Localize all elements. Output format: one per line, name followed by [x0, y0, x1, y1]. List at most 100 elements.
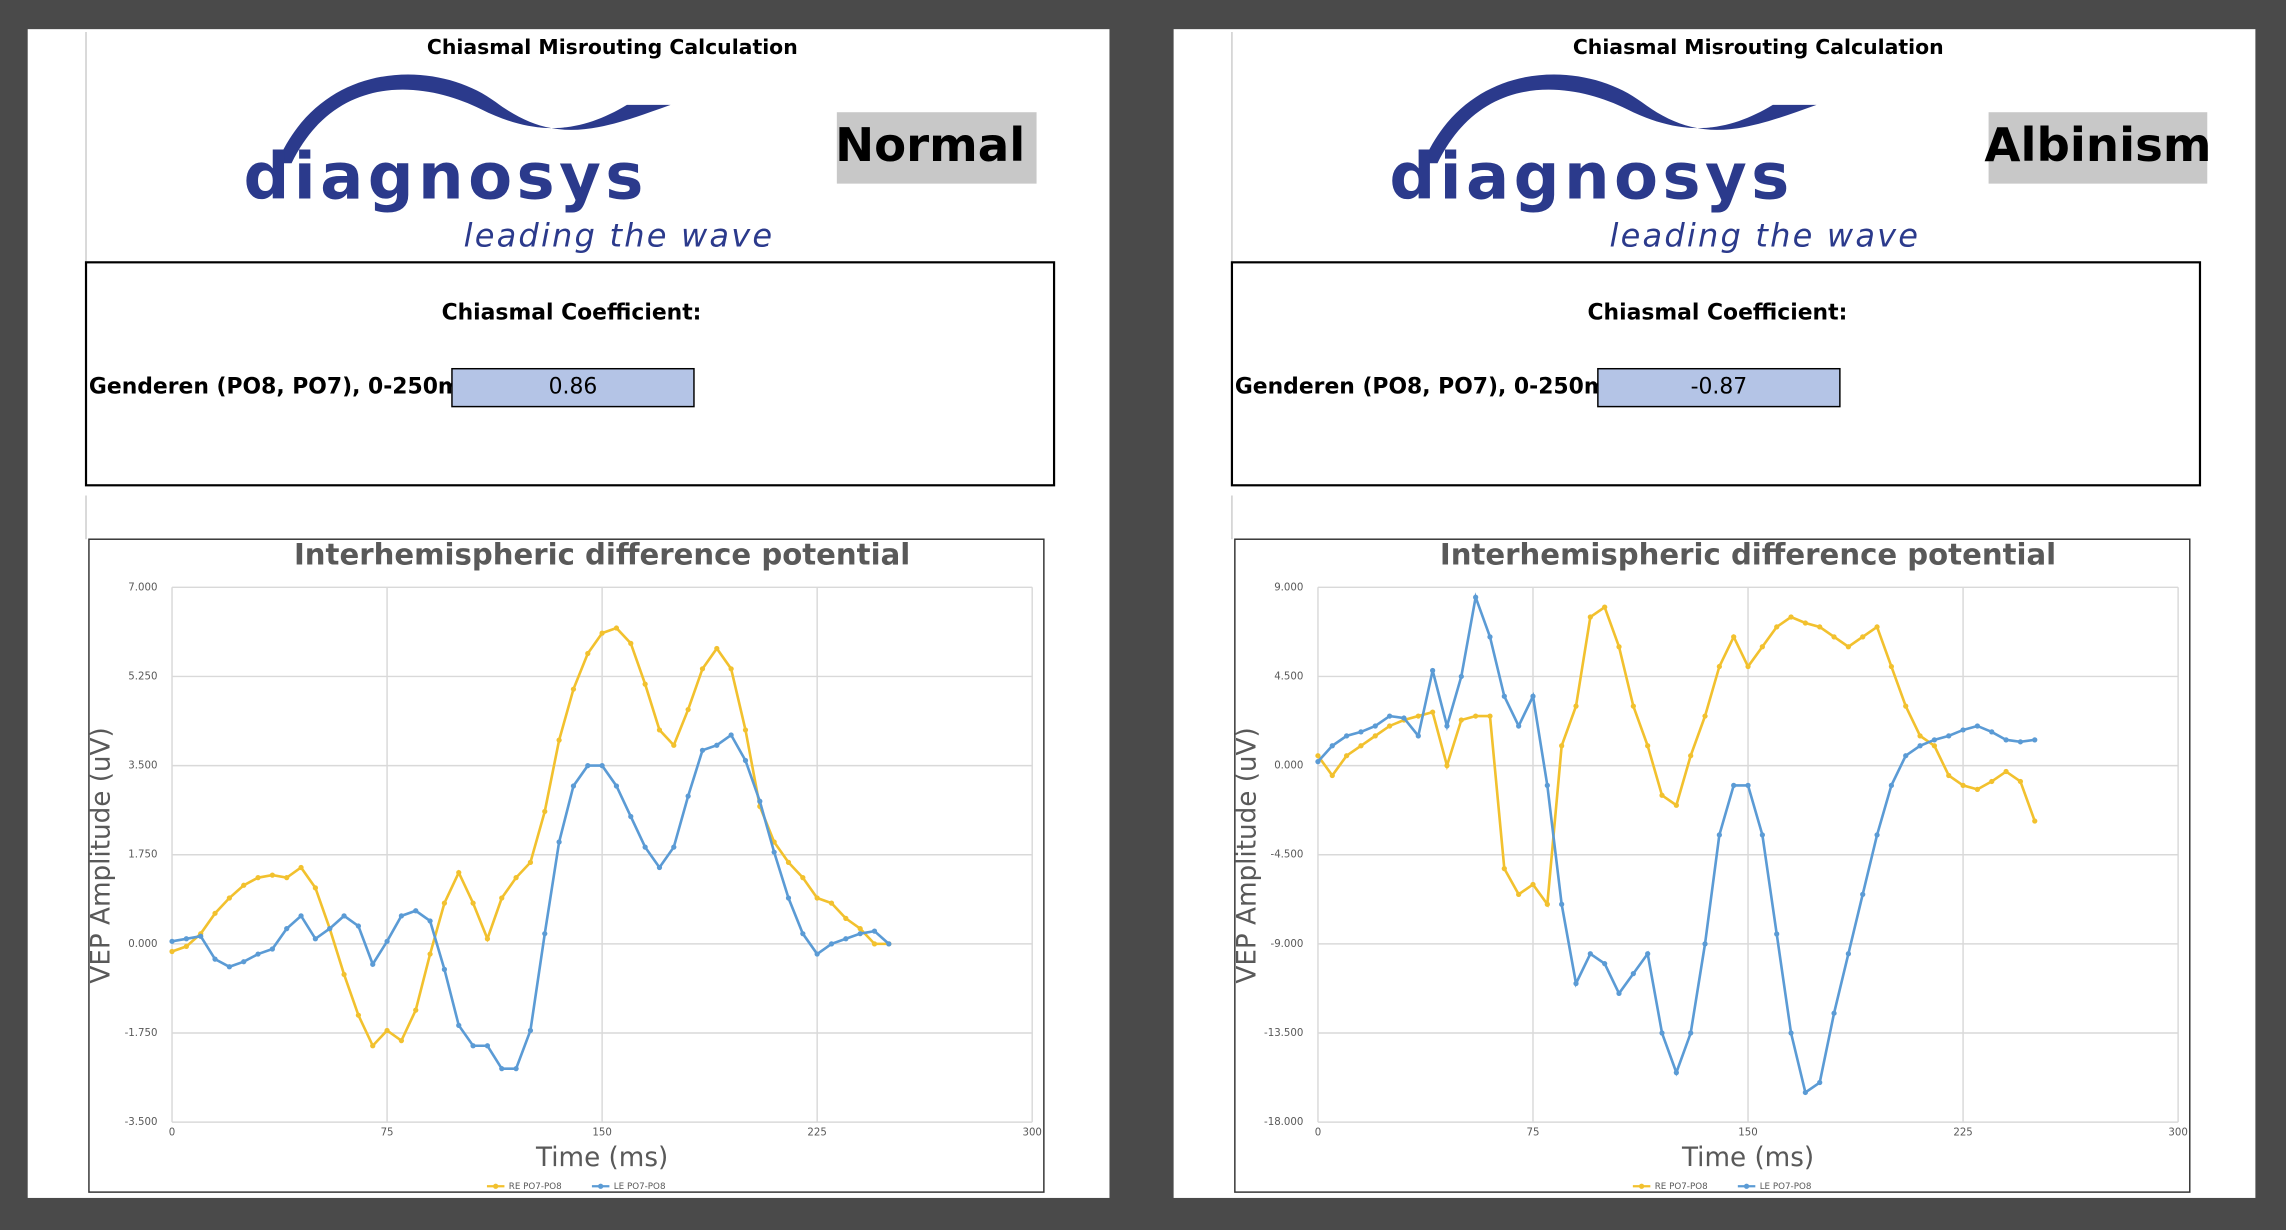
data-point	[384, 1027, 390, 1034]
data-point	[871, 928, 878, 934]
data-point	[198, 933, 204, 939]
condition-label: Albinism	[1984, 118, 2211, 172]
data-point	[1587, 951, 1593, 957]
data-point	[1387, 723, 1393, 729]
y-tick-label: -1.750	[125, 1028, 158, 1039]
data-point	[642, 844, 648, 850]
data-point	[169, 938, 175, 944]
logo-tagline: leading the wave	[464, 217, 775, 255]
data-point	[298, 864, 304, 871]
coefficient-box	[1230, 261, 2202, 487]
data-point	[441, 966, 448, 972]
data-point	[742, 757, 749, 764]
data-point	[341, 971, 347, 978]
data-point	[2003, 737, 2009, 743]
label-box	[1988, 112, 2208, 184]
x-tick-label: 0	[169, 1127, 175, 1138]
data-point	[470, 900, 476, 906]
data-point	[484, 936, 491, 942]
data-point	[327, 925, 333, 932]
data-point	[1516, 723, 1522, 729]
data-point	[742, 727, 749, 733]
data-point	[1573, 703, 1579, 709]
y-tick-label: -18.000	[1264, 1117, 1303, 1128]
data-point	[1458, 717, 1464, 723]
y-tick-label: -4.500	[1271, 850, 1304, 861]
y-tick-label: -9.000	[1271, 939, 1304, 950]
data-point	[1759, 644, 1765, 650]
data-point	[241, 882, 247, 888]
data-point	[484, 1043, 491, 1049]
data-point	[714, 645, 720, 652]
data-point	[570, 686, 577, 692]
data-point	[1874, 832, 1880, 838]
coefficient-field	[1597, 367, 1841, 408]
data-point	[1616, 990, 1622, 997]
data-point	[814, 895, 820, 901]
data-point	[771, 849, 777, 855]
data-point	[513, 875, 519, 881]
chart-title: Interhemispheric difference potential	[294, 538, 910, 572]
data-point	[398, 1038, 405, 1044]
data-point	[757, 798, 763, 804]
data-point	[355, 1012, 362, 1018]
y-tick-label: 0.000	[128, 939, 157, 950]
logo-swoosh	[277, 74, 671, 164]
coefficient-field	[451, 367, 695, 408]
sheet-title: Chiasmal Misrouting Calculation	[427, 35, 798, 59]
data-point	[1473, 594, 1479, 600]
data-point	[1544, 782, 1550, 789]
legend-label: LE PO7-PO8	[1760, 1182, 1812, 1192]
data-point	[2032, 737, 2038, 743]
data-point	[1602, 961, 1608, 967]
data-point	[1974, 723, 1981, 729]
data-point	[370, 961, 376, 967]
data-point	[1444, 762, 1450, 769]
data-point	[1946, 772, 1952, 779]
data-point	[1559, 743, 1565, 749]
data-point	[1688, 753, 1694, 759]
panel: Chiasmal Misrouting Calculation diagnosys…	[1173, 29, 2256, 1198]
y-tick-label: 3.500	[128, 761, 157, 772]
data-point	[527, 859, 534, 865]
data-point	[585, 650, 591, 657]
data-point	[1415, 713, 1421, 719]
data-point	[1788, 614, 1794, 620]
data-point	[226, 895, 233, 901]
data-point	[1401, 715, 1407, 721]
logo-text: diagnosys	[243, 139, 647, 214]
legend-label: RE PO7-PO8	[1655, 1182, 1708, 1192]
data-point	[1946, 733, 1952, 739]
data-point	[298, 913, 304, 919]
sheet-title: Chiasmal Misrouting Calculation	[1573, 35, 1944, 59]
coefficient-heading: Chiasmal Coefficient:	[1587, 300, 1847, 325]
data-point	[1731, 634, 1737, 640]
data-point	[556, 737, 562, 743]
data-point	[1501, 693, 1507, 699]
data-point	[1645, 951, 1651, 957]
data-point	[1329, 772, 1335, 779]
x-tick-label: 0	[1315, 1127, 1321, 1138]
coefficient-heading: Chiasmal Coefficient:	[442, 300, 702, 325]
data-point	[1630, 703, 1636, 709]
data-point	[1774, 931, 1780, 937]
data-point	[1817, 1079, 1823, 1086]
data-point	[857, 931, 863, 937]
legend-marker	[493, 1183, 499, 1189]
data-point	[599, 762, 605, 769]
data-point	[1974, 786, 1981, 792]
data-point	[1372, 733, 1378, 739]
data-point	[1716, 663, 1722, 670]
data-point	[1372, 723, 1378, 729]
x-tick-label: 300	[2168, 1127, 2187, 1138]
y-tick-label: 5.250	[128, 671, 157, 682]
data-point	[1917, 743, 1923, 749]
data-point	[1387, 713, 1393, 719]
data-point	[1487, 713, 1493, 719]
logo-text: diagnosys	[1389, 139, 1793, 214]
data-point	[886, 941, 892, 947]
data-point	[312, 936, 319, 942]
data-point	[1802, 620, 1809, 626]
